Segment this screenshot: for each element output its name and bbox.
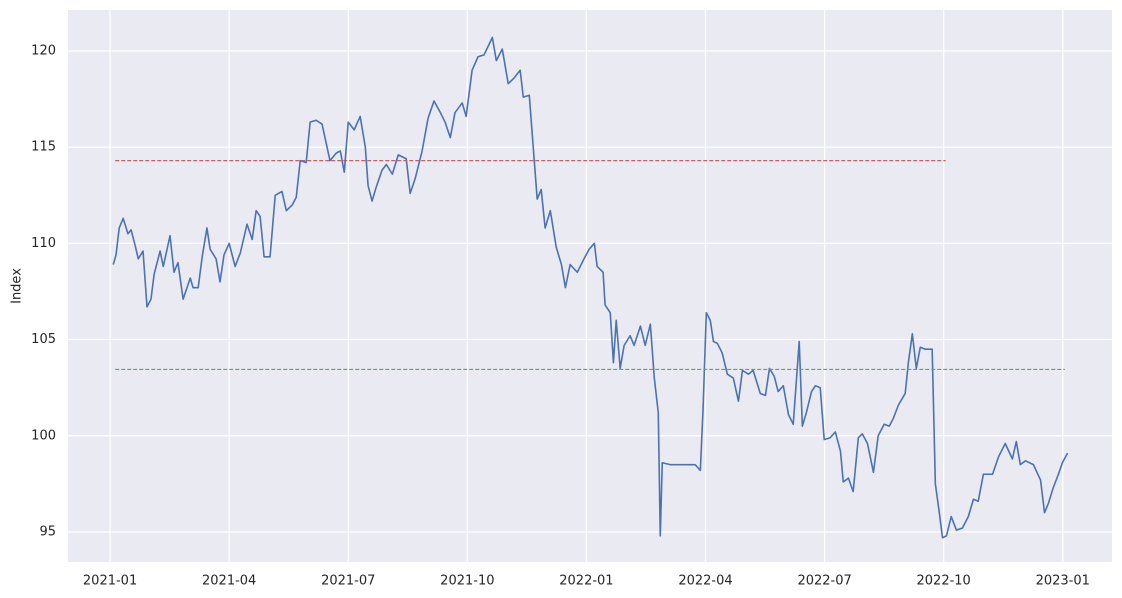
x-tick-label: 2021-01: [83, 574, 137, 589]
x-tick-label: 2021-10: [440, 574, 494, 589]
y-tick-label: 100: [31, 428, 56, 443]
x-tick-label: 2022-01: [559, 574, 613, 589]
x-tick-label: 2021-07: [321, 574, 375, 589]
y-tick-label: 105: [31, 332, 56, 347]
x-tick-label: 2023-01: [1036, 574, 1090, 589]
data-line: [112, 36, 1069, 539]
x-tick-label: 2021-04: [202, 574, 256, 589]
y-tick-label: 120: [31, 43, 56, 58]
y-tick-label: 115: [31, 140, 56, 155]
x-tick-label: 2022-07: [797, 574, 851, 589]
plot-area: [68, 10, 1112, 562]
y-tick-label: 110: [31, 236, 56, 251]
x-tick-label: 2022-04: [678, 574, 732, 589]
y-axis-label: Index: [10, 268, 25, 304]
x-tick-label: 2022-10: [917, 574, 971, 589]
y-tick-label: 95: [39, 524, 56, 539]
